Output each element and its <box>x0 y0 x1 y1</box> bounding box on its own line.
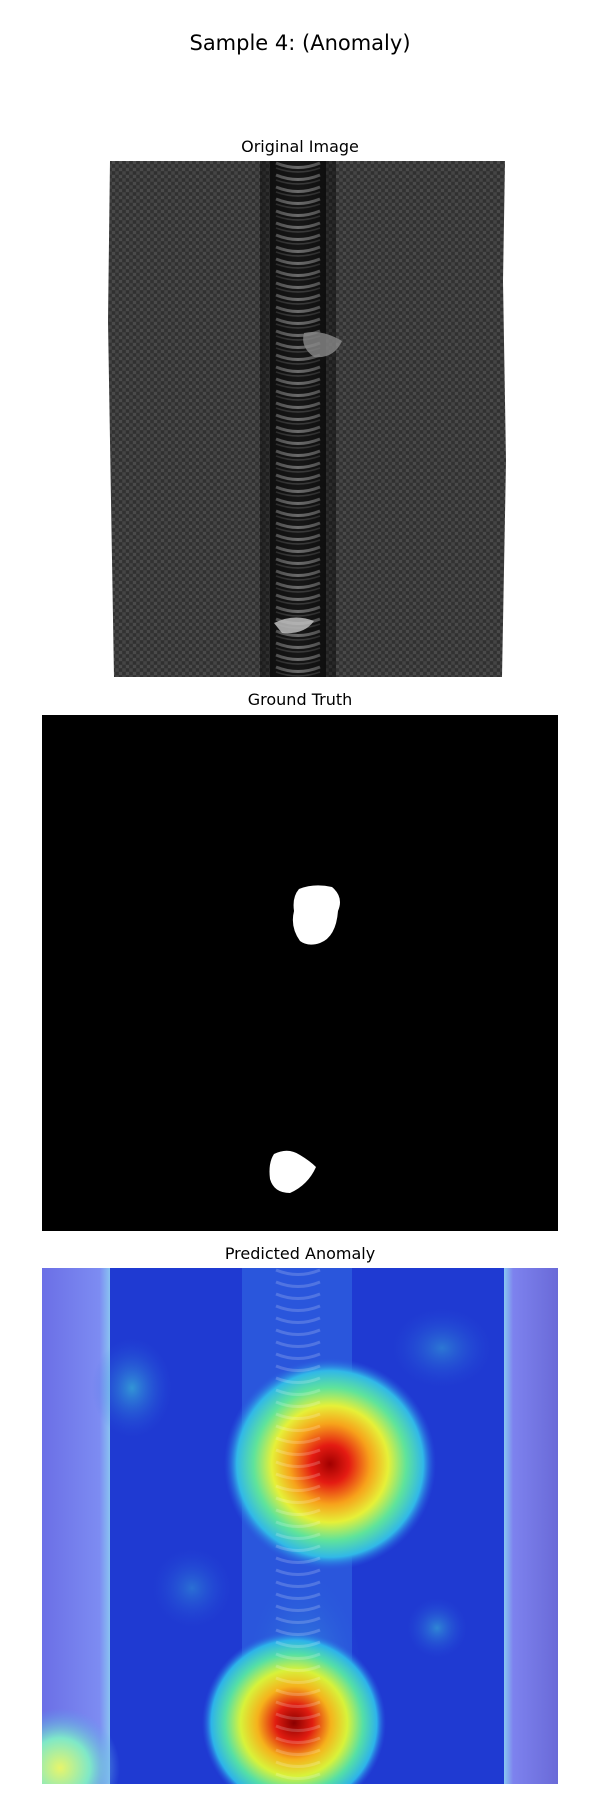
original-image-title: Original Image <box>241 137 359 156</box>
original-image <box>42 161 558 677</box>
ground-truth-title: Ground Truth <box>247 690 353 709</box>
predicted-anomaly-heatmap <box>42 1268 558 1784</box>
original-image-panel <box>42 161 558 677</box>
ground-truth-mask <box>42 715 558 1231</box>
figure-title: Sample 4: (Anomaly) <box>189 31 411 55</box>
mask-region-upper <box>292 885 340 945</box>
mask-region-lower <box>269 1150 316 1193</box>
predicted-anomaly-title: Predicted Anomaly <box>224 1244 376 1263</box>
predicted-anomaly-panel <box>42 1268 558 1784</box>
ground-truth-panel <box>42 715 558 1231</box>
